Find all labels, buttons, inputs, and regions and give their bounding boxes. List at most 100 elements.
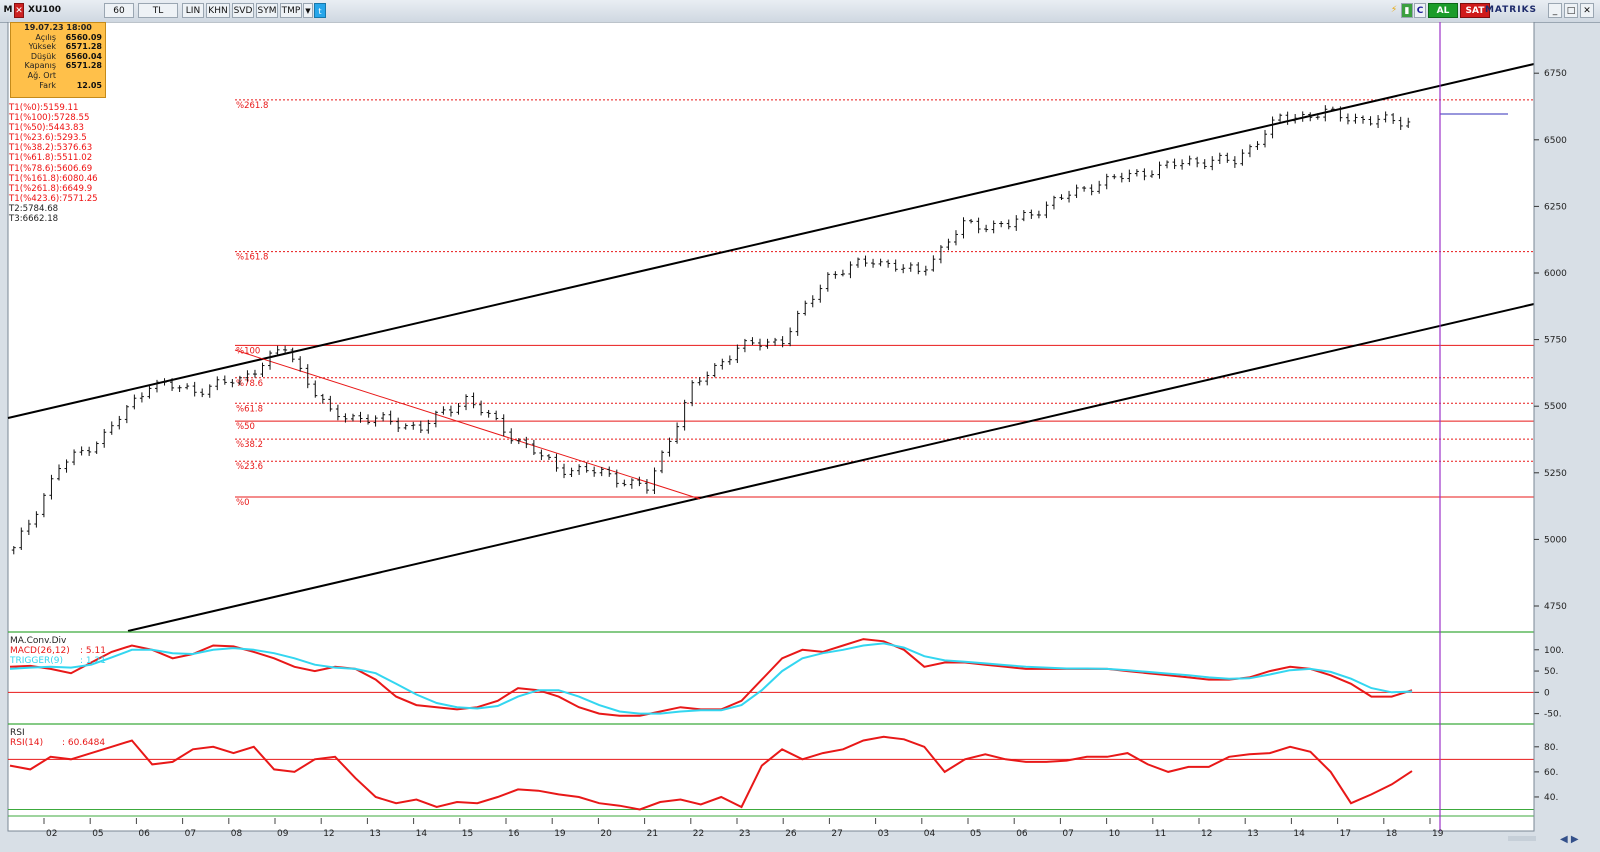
x-tick-label: 07 [185,829,196,839]
c-button[interactable]: C [1414,3,1426,18]
currency-selector[interactable]: TL [138,3,178,18]
minimize-icon[interactable]: _ [1548,3,1562,18]
fib-legend-item: T1(%423.6):7571.25 [9,193,98,204]
y-tick-label: 6250 [1544,202,1567,212]
rsi-series-label: RSI(14) [10,738,43,748]
x-tick-label: 14 [1293,829,1305,839]
chart-type-icon[interactable]: ▮ [1401,3,1413,18]
fib-level-label: %0 [236,498,250,508]
x-tick-label: 19 [1432,829,1444,839]
indicator-series-line [9,735,1413,811]
fib-legend: T1(%0):5159.11 T1(%100):5728.55 T1(%50):… [9,103,98,224]
fib-level-label: %161.8 [236,253,268,263]
fib-level-label: %261.8 [236,101,268,111]
x-tick-label: 06 [1016,829,1028,839]
x-tick-label: 15 [462,829,473,839]
trigger-series-value: : 1.21 [80,656,106,666]
fib-legend-item: T1(%161.8):6080.46 [9,173,98,184]
x-tick-label: 11 [1155,829,1166,839]
period-selector[interactable]: 60 [104,3,134,18]
fib-level-label: %50 [236,422,255,432]
menu-m-button[interactable]: M [3,5,13,15]
info-row-high: Yüksek 6571.28 [28,42,102,52]
info-row-avg: Ağ. Ort [27,70,56,80]
x-tick-label: 06 [138,829,150,839]
fib-level-label: %38.2 [236,440,263,450]
time-axis: 02 05 06 07 08 09 12 13 14 15 16 19 20 21 22 23 26 27 03 04… [43,818,1444,839]
plot-background [7,22,1535,832]
twitter-icon[interactable]: t [314,3,326,18]
fib-legend-item: T1(%38.2):5376.63 [9,143,93,154]
x-tick-label: 05 [970,829,981,839]
y-tick-label: 4750 [1544,602,1567,612]
x-tick-label: 22 [693,829,704,839]
fib-legend-item: T1(%50):5443.83 [9,123,84,134]
y-tick-label: 6750 [1544,69,1567,79]
y-tick-label: 40. [1544,793,1558,803]
maximize-icon[interactable]: □ [1564,3,1578,18]
svd-button[interactable]: SVD [232,3,254,18]
macd-panel[interactable]: -50. 0 50. 100. [8,638,1564,720]
x-tick-label: 19 [554,829,566,839]
x-tick-label: 05 [92,829,103,839]
info-date: 19.07.23 18:00 [24,23,92,32]
fib-legend-item: T1(%100):5728.55 [9,113,90,124]
toolbar: M ✕ XU100 60 TL LIN KHN SVD SYM TMP ▼ t … [0,0,1600,23]
x-tick-label: 03 [878,829,889,839]
y-tick-label: 6000 [1544,269,1567,279]
tmp-button[interactable]: TMP [280,3,302,18]
indicator-series-line [9,642,1413,715]
x-tick-label: 09 [277,829,289,839]
chart-area[interactable]: %261.8 %161.8 %100 %78.6 %61.8 %50 %38.2 %23.6%… [0,22,1600,852]
dropdown-arrow-icon[interactable]: ▼ [303,3,313,18]
target-legend-item: T2:5784.68 [9,203,59,214]
trigger-series-label: TRIGGER(9) [9,656,63,666]
close-symbol-icon[interactable]: ✕ [14,3,24,18]
fib-legend-item: T1(%0):5159.11 [9,103,79,113]
x-tick-label: 20 [600,829,612,839]
buy-button[interactable]: AL [1428,3,1458,18]
x-tick-label: 27 [831,829,842,839]
lightning-icon[interactable]: ⚡ [1390,5,1398,15]
x-tick-label: 12 [323,829,334,839]
fib-level-label: %23.6 [236,462,263,472]
rsi-panel-title: RSI [10,728,25,738]
trend-channel [7,63,1535,632]
sell-button[interactable]: SAT [1460,3,1490,18]
info-row-open: Açılış 6560.09 [35,32,102,42]
x-tick-label: 13 [1247,829,1258,839]
fib-legend-item: T1(%78.6):5606.69 [9,163,93,174]
x-tick-label: 13 [369,829,380,839]
fib-legend-item: T1(%23.6):5293.5 [9,133,87,144]
sym-button[interactable]: SYM [256,3,278,18]
fib-level-label: %100 [236,346,260,356]
nav-arrows-icon[interactable]: ◀ ▶ [1560,834,1579,845]
fib-trend-line[interactable] [234,349,701,500]
y-tick-label: 80. [1544,743,1558,753]
price-axis: 4750 5000 5250 5500 5750 6000 6250 6500 6750 [1534,69,1567,612]
x-tick-label: 18 [1386,829,1398,839]
fib-level-label: %78.6 [236,379,263,389]
x-tick-label: 08 [231,829,243,839]
info-row-diff: Fark 12.05 [39,80,102,90]
y-tick-label: 5500 [1544,402,1567,412]
target-legend-item: T3:6662.18 [9,214,59,225]
x-tick-label: 14 [416,829,428,839]
macd-series-label: MACD(26,12) [10,646,70,656]
symbol-label[interactable]: XU100 [28,5,62,15]
x-tick-label: 10 [1109,829,1121,839]
x-tick-label: 16 [508,829,520,839]
khn-button[interactable]: KHN [206,3,230,18]
close-icon[interactable]: ✕ [1580,3,1594,18]
macd-panel-title: MA.Conv.Div [10,636,67,646]
ohlc-bars [11,105,1411,555]
rsi-panel[interactable]: 40. 60. 80. [8,735,1558,811]
channel-lower-line[interactable] [127,303,1535,632]
lin-button[interactable]: LIN [182,3,204,18]
scroll-indicator[interactable] [1508,836,1536,841]
brand-logo: MATRIKS [1484,5,1538,15]
rsi-series-value: : 60.6484 [62,738,105,748]
x-tick-label: 02 [46,829,57,839]
x-tick-label: 23 [739,829,750,839]
